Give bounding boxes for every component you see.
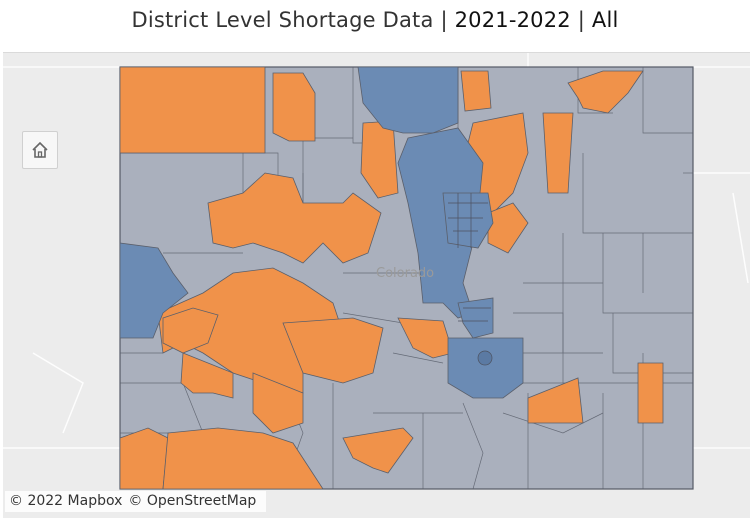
mapbox-attribution-link[interactable]: © 2022 Mapbox	[9, 493, 123, 509]
blue-districts[interactable]	[119, 66, 524, 399]
district-sc2-orange[interactable]	[282, 317, 384, 384]
page-title: District Level Shortage Data | 2021-2022…	[0, 8, 750, 32]
home-icon	[32, 141, 48, 158]
district-ne4-orange[interactable]	[567, 70, 644, 114]
orange-districts[interactable]	[119, 66, 664, 490]
district-sc-orange[interactable]	[397, 317, 454, 359]
district-w1-orange[interactable]	[162, 307, 219, 354]
title-year: 2021-2022	[454, 8, 571, 32]
title-separator: |	[433, 8, 455, 32]
reset-view-button[interactable]	[22, 131, 58, 169]
district-south3-orange[interactable]	[342, 427, 414, 474]
district-map[interactable]: Colorado	[3, 53, 750, 518]
district-metro-blue[interactable]	[442, 192, 494, 249]
district-pueblo-blue[interactable]	[447, 337, 524, 399]
metro-boundaries	[448, 193, 493, 366]
district-n-orange[interactable]	[272, 72, 316, 142]
basemap-lines	[3, 53, 750, 449]
title-separator: |	[570, 8, 592, 32]
title-filter: All	[591, 8, 619, 32]
district-se1-orange[interactable]	[527, 377, 584, 424]
title-prefix: District Level Shortage Data	[131, 8, 434, 32]
district-ne5-orange[interactable]	[487, 202, 529, 254]
district-west-blue[interactable]	[119, 242, 189, 339]
district-nw-orange[interactable]	[119, 66, 266, 154]
district-south2-orange[interactable]	[162, 427, 324, 490]
district-ne3-orange[interactable]	[542, 112, 574, 194]
map-attribution: © 2022 Mapbox © OpenStreetMap	[5, 491, 267, 512]
district-sw3-orange[interactable]	[252, 372, 304, 434]
district-north-blue[interactable]	[357, 66, 459, 134]
map-viewport[interactable]: Colorado © 2022 Mapbox © OpenStreetMap	[3, 52, 750, 518]
osm-attribution-link[interactable]: © OpenStreetMap	[128, 493, 257, 509]
district-sw2-orange[interactable]	[180, 352, 234, 399]
district-centr-orange[interactable]	[207, 172, 382, 264]
district-south-orange[interactable]	[119, 427, 169, 490]
district-se2-orange[interactable]	[637, 362, 664, 424]
state-label: Colorado	[376, 266, 434, 281]
district-ne1-orange[interactable]	[460, 70, 492, 112]
